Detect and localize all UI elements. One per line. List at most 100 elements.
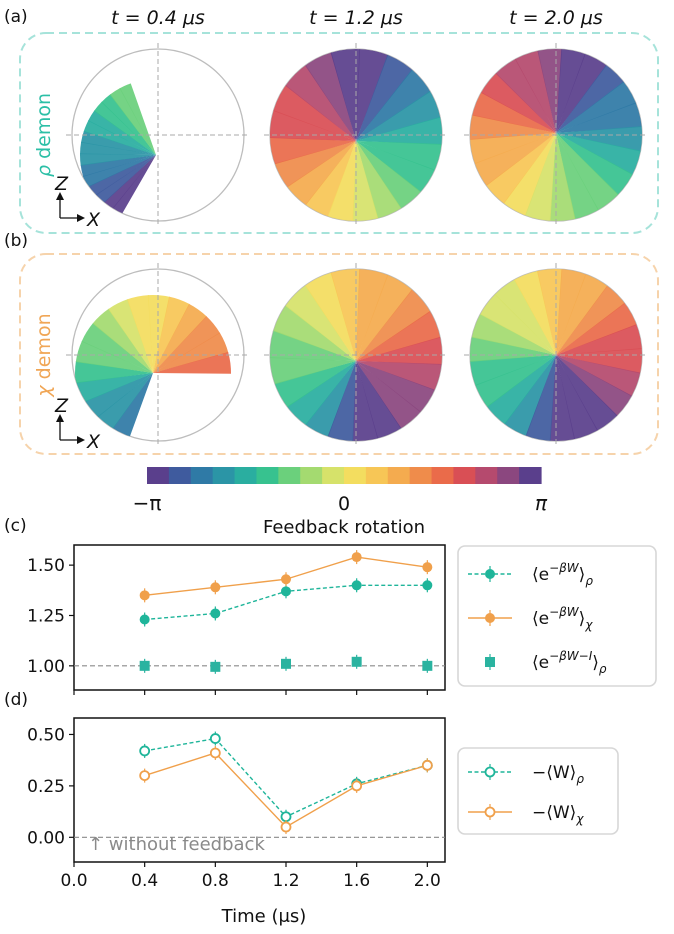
rotation-wedge [471, 286, 556, 355]
rotation-wedge [356, 309, 442, 361]
rotation-wedge [147, 295, 170, 373]
data-point [422, 580, 433, 591]
chi-demon-frame [19, 253, 659, 455]
rho-demon-frame [19, 32, 659, 234]
rotation-wedge [304, 272, 356, 361]
rotation-wedge [153, 316, 221, 373]
colorbar-label: Feedback rotation [263, 517, 425, 538]
x-tick-label: 0.4 [131, 871, 158, 891]
rotation-wedge [106, 373, 153, 441]
rotation-wedge [356, 54, 414, 141]
rotation-wedge [356, 141, 442, 174]
colorbar-swatch [431, 467, 455, 484]
legend-c: ⟨e−βW⟩ρ ⟨e−βW⟩χ ⟨e−βW−I⟩ρ [457, 545, 657, 687]
rotation-wedge [101, 94, 156, 155]
rotation-wedge [470, 355, 556, 390]
rotation-wedge [75, 361, 153, 384]
rho-demon-word: demon [33, 93, 55, 165]
data-point [139, 770, 151, 781]
rotation-wedge [556, 98, 642, 133]
rotation-wedge [470, 86, 556, 133]
rotation-wedge [356, 361, 442, 419]
rotation-wedge [81, 322, 153, 373]
legend-marker [484, 766, 496, 778]
state-distribution [80, 83, 156, 221]
data-point [280, 811, 292, 823]
rotation-wedge [356, 361, 408, 441]
rotation-wedge [556, 277, 633, 355]
colorbar-swatch [322, 467, 345, 484]
bloch-a-1 [264, 43, 448, 227]
rotation-wedge [83, 120, 156, 155]
rotation-wedge [298, 361, 356, 441]
rotation-wedge [470, 133, 556, 168]
rotation-wedge [470, 308, 556, 355]
data-point [210, 661, 221, 672]
rotation-wedge [356, 49, 389, 141]
colorbar-swatch [453, 467, 476, 484]
axes-z-label: Z [54, 395, 69, 417]
axes-indicator-a: Z X [54, 173, 101, 231]
rotation-wedge [283, 284, 356, 361]
legend-marker [484, 806, 496, 818]
rotation-wedge [556, 347, 642, 376]
colorbar-swatch [519, 467, 542, 484]
data-point [139, 614, 150, 625]
panel-c-letter: (c) [4, 516, 27, 536]
rotation-wedge [556, 355, 641, 424]
rotation-wedge [92, 308, 153, 373]
rotation-wedge [80, 155, 156, 177]
panel-a-letter: (a) [4, 7, 28, 27]
data-point [421, 759, 433, 771]
plot-c: 1.00 1.25 1.50 [27, 544, 446, 695]
rotation-wedge [270, 141, 356, 193]
plot-frame [73, 717, 446, 863]
rotation-wedge [509, 49, 556, 133]
data-point [210, 608, 221, 619]
rotation-wedge [556, 133, 625, 218]
legend-marker [485, 569, 495, 579]
rotation-wedge [356, 335, 442, 366]
axes-x-label: X [86, 209, 101, 231]
legend-d: −⟨W⟩ρ −⟨W⟩χ [457, 747, 619, 835]
bloch-a-0 [66, 43, 250, 227]
rotation-wedge [283, 64, 356, 141]
chi-demon-label: χ demon [33, 313, 55, 397]
rotation-wedge [556, 125, 642, 154]
rotation-wedge [93, 101, 156, 155]
bloch-b-1 [264, 263, 448, 447]
rotation-wedge [88, 110, 156, 155]
colorbar-swatch [387, 467, 411, 484]
data-point [209, 747, 221, 759]
colorbar-swatch [300, 467, 323, 484]
data-point [210, 582, 221, 593]
rotation-wedge [556, 55, 633, 133]
colorbar-swatch [256, 467, 279, 484]
rotation-wedge [270, 361, 356, 413]
rotation-wedge [356, 141, 429, 218]
rotation-wedge [356, 269, 389, 361]
data-point [209, 733, 221, 744]
rotation-wedge [109, 87, 156, 155]
plot-d: 0.00 0.25 0.50 0.0 0.4 0.8 1.2 1.6 2.0 [27, 717, 446, 891]
rotation-wedge [270, 356, 356, 387]
x-tick-label: 0.8 [202, 871, 229, 891]
rotation-wedge [80, 153, 156, 166]
rotation-wedge [107, 155, 156, 221]
rotation-wedge [356, 89, 442, 141]
colorbar-swatch [475, 467, 498, 484]
chi-demon-symbol: χ [33, 385, 55, 398]
state-distribution [470, 49, 642, 221]
rotation-wedge [127, 295, 153, 373]
y-tick-label: 0.00 [27, 828, 65, 848]
rotation-wedge [356, 141, 408, 221]
rotation-wedge [80, 373, 153, 422]
rotation-wedge [298, 141, 356, 221]
rotation-wedge [86, 155, 156, 198]
axes-z-arrowhead [56, 414, 64, 422]
data-point [139, 745, 151, 757]
axes-z-arrowhead [56, 192, 64, 200]
rotation-wedge [81, 130, 156, 155]
rotation-wedge [479, 355, 556, 433]
